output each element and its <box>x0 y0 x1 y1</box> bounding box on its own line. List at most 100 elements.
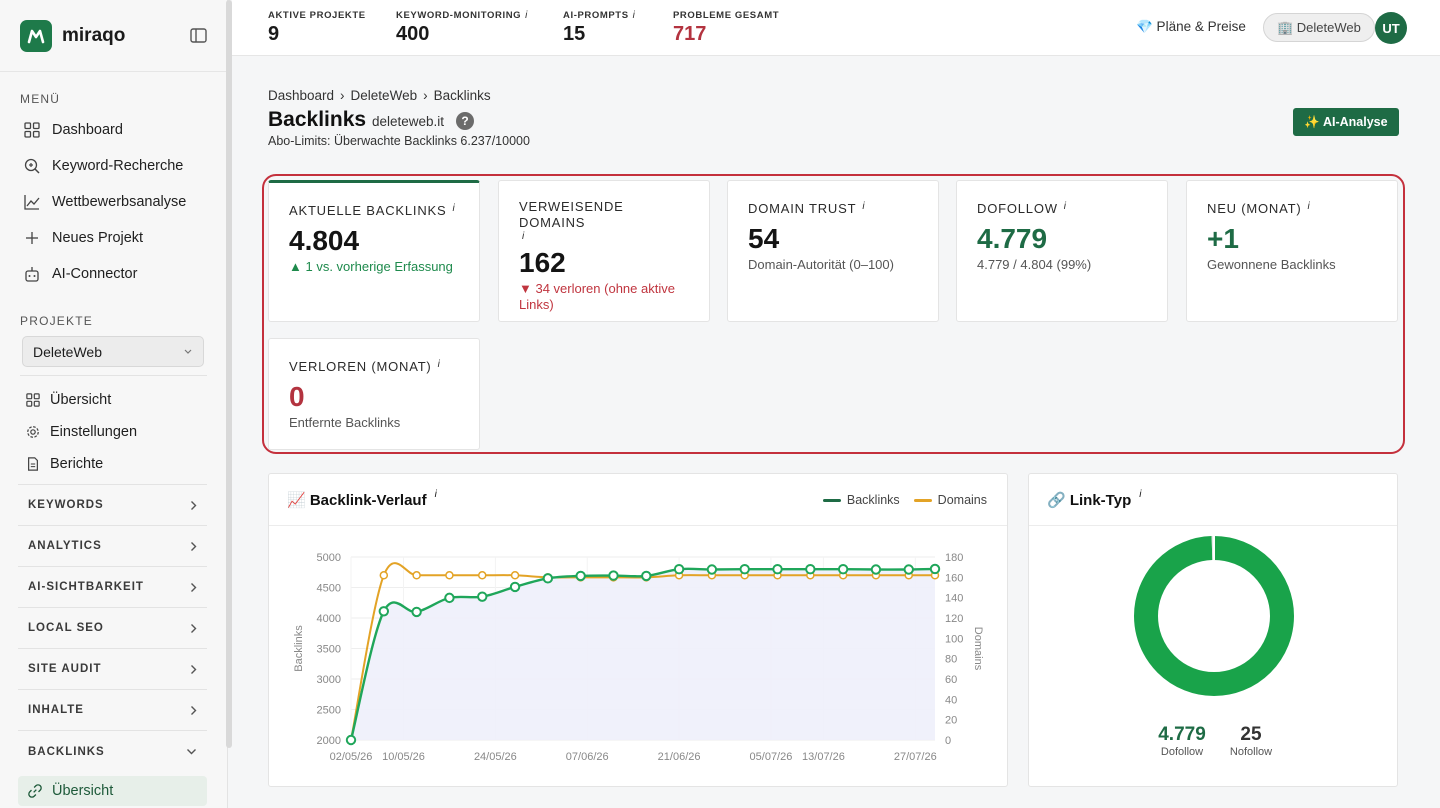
stat-value: 717 <box>673 23 707 45</box>
x-tick-label: 05/07/26 <box>750 751 793 763</box>
info-icon[interactable]: i <box>525 10 528 21</box>
group-analytics[interactable]: ANALYTICS <box>18 526 207 567</box>
y-tick-label: 2500 <box>317 705 341 717</box>
card-value: +1 <box>1207 223 1239 254</box>
nav-keyword-recherche[interactable]: Keyword-Recherche <box>0 148 227 184</box>
chevron-right-icon <box>191 705 197 715</box>
backlink-line-chart: 5000 4500 4000 3500 3000 2500 2000 180 160 140 120… <box>293 552 984 763</box>
project-select-value: DeleteWeb <box>33 343 103 360</box>
info-icon[interactable]: i <box>434 489 437 500</box>
backlinks-point <box>929 563 941 575</box>
sidebar-scrollbar[interactable] <box>226 0 232 748</box>
nav-neues-projekt[interactable]: Neues Projekt <box>0 220 227 256</box>
nav-label: Dashboard <box>52 122 123 138</box>
link-icon <box>28 784 42 798</box>
x-tick-label: 10/05/26 <box>382 751 425 763</box>
breadcrumb-separator: › <box>340 88 345 103</box>
card-label: AKTUELLE BACKLINKS <box>289 203 447 218</box>
search-icon <box>24 158 40 174</box>
ai-analyse-button[interactable]: ✨ AI-Analyse <box>1293 108 1399 136</box>
card-sub: ▲ 1 vs. vorherige Erfassung <box>289 259 453 274</box>
avatar[interactable]: UT <box>1375 12 1407 44</box>
stat-label: PROBLEME GESAMT <box>673 10 780 21</box>
breadcrumb-dashboard[interactable]: Dashboard <box>268 88 335 103</box>
stat-value: 9 <box>268 23 280 45</box>
nav-ai-connector[interactable]: AI-Connector <box>0 256 227 292</box>
dofollow-value: 4.779 <box>1158 724 1206 745</box>
logo-icon <box>20 19 52 52</box>
plans-link[interactable]: 💎 Pläne & Preise <box>1136 19 1246 34</box>
info-icon[interactable]: i <box>522 231 526 242</box>
info-icon[interactable]: i <box>1307 201 1311 212</box>
help-icon[interactable]: ? <box>456 112 474 130</box>
stat-value: 15 <box>563 23 586 45</box>
backlinks-point <box>575 570 586 582</box>
group-ai-sichtbarkeit[interactable]: AI-SICHTBARKEIT <box>18 567 207 608</box>
card-sub: 4.779 / 4.804 (99%) <box>977 257 1092 272</box>
group-inhalte[interactable]: INHALTE <box>18 690 207 731</box>
breadcrumb-project[interactable]: DeleteWeb <box>350 88 418 103</box>
menu-section-label: MENÜ <box>20 92 61 106</box>
topbar: AKTIVE PROJEKTE 9 KEYWORD-MONITORING i 40… <box>232 0 1440 56</box>
chevron-down-icon <box>184 349 192 354</box>
stat-value: 400 <box>396 23 430 45</box>
breadcrumb: Dashboard › DeleteWeb › Backlinks <box>268 88 491 103</box>
project-nav-einstellungen[interactable]: Einstellungen <box>0 416 227 448</box>
nav-wettbewerbsanalyse[interactable]: Wettbewerbsanalyse <box>0 184 227 220</box>
y2-tick-label: 80 <box>945 654 957 666</box>
nav-dashboard[interactable]: Dashboard <box>0 112 227 148</box>
linktype-header: 🔗 Link-Typ i <box>1029 474 1397 526</box>
project-nav-uebersicht[interactable]: Übersicht <box>0 384 227 416</box>
legend-item-backlinks[interactable]: Backlinks <box>822 493 900 507</box>
sidebar-divider <box>20 375 207 376</box>
nav-label: Neues Projekt <box>52 230 144 246</box>
x-tick-label: 13/07/26 <box>802 751 845 763</box>
y2-tick-label: 0 <box>945 735 951 747</box>
group-backlinks[interactable]: BACKLINKS <box>18 731 207 772</box>
info-icon[interactable]: i <box>1139 489 1142 500</box>
y-tick-label: 3000 <box>317 674 341 686</box>
backlinks-point <box>509 581 521 593</box>
group-local-seo[interactable]: LOCAL SEO <box>18 608 207 649</box>
project-pill[interactable]: 🏢 DeleteWeb <box>1263 13 1375 42</box>
grid-icon <box>26 393 40 407</box>
sidebar-toggle-icon[interactable] <box>188 26 208 44</box>
backlinks-point <box>345 734 357 746</box>
group-keywords[interactable]: KEYWORDS <box>18 485 207 526</box>
card-sub: Gewonnene Backlinks <box>1207 257 1336 272</box>
project-nav-berichte[interactable]: Berichte <box>0 448 227 480</box>
stat-label: KEYWORD-MONITORING <box>396 10 522 21</box>
backlinks-nav-uebersicht[interactable]: Übersicht <box>18 776 207 806</box>
legend-item-domains[interactable]: Domains <box>913 493 987 507</box>
donut-slice-dofollow <box>1134 536 1294 696</box>
chevron-down-icon <box>187 749 196 755</box>
info-icon[interactable]: i <box>437 359 441 370</box>
info-icon[interactable]: i <box>452 203 456 214</box>
backlinks-point <box>837 564 849 575</box>
info-icon[interactable]: i <box>1063 201 1067 212</box>
card-label: DOFOLLOW <box>977 201 1058 216</box>
nav-label: Einstellungen <box>50 424 138 440</box>
group-label: AI-SICHTBARKEIT <box>28 581 144 593</box>
brand[interactable]: miraqo <box>0 0 227 72</box>
info-icon[interactable]: i <box>632 10 636 21</box>
backlinks-point <box>805 564 816 575</box>
y2-tick-label: 20 <box>945 715 957 727</box>
y2-tick-label: 140 <box>945 593 963 605</box>
nofollow-label: Nofollow <box>1229 746 1273 758</box>
card-value: 54 <box>748 223 780 254</box>
y2-tick-label: 160 <box>945 572 963 584</box>
card-dofollow: DOFOLLOW i 4.779 4.779 / 4.804 (99%) <box>956 180 1168 322</box>
project-select[interactable]: DeleteWeb <box>22 336 204 367</box>
y-tick-label: 5000 <box>317 552 341 564</box>
group-site-audit[interactable]: SITE AUDIT <box>18 649 207 690</box>
info-icon[interactable]: i <box>862 201 866 212</box>
card-verweisende-domains: VERWEISENDE DOMAINS i 162 ▼ 34 verloren (… <box>498 180 710 322</box>
domains-point <box>412 571 421 580</box>
stat-label: AKTIVE PROJEKTE <box>268 10 366 21</box>
card-label: DOMAIN TRUST <box>748 201 857 216</box>
breadcrumb-current: Backlinks <box>433 88 491 103</box>
chevron-right-icon <box>191 582 197 592</box>
y2-tick-label: 40 <box>945 694 957 706</box>
kpi-highlight-frame <box>262 174 1405 454</box>
